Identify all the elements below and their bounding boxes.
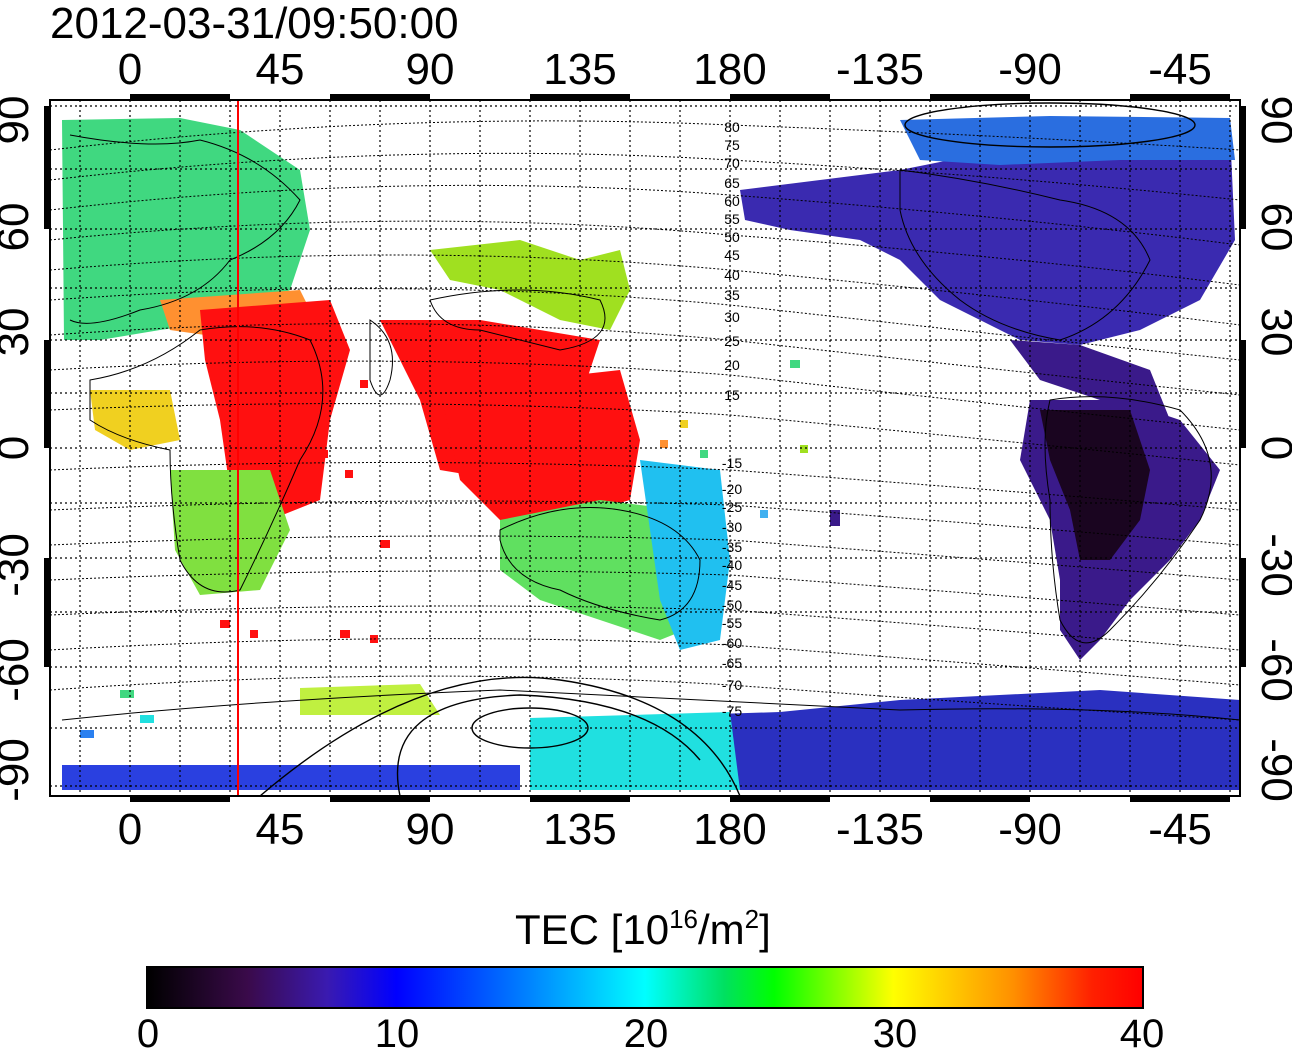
region-west-africa (90, 390, 180, 450)
region-indonesia-crest (440, 370, 640, 520)
colorbar-label: 40 (1119, 1012, 1165, 1056)
svg-text:30: 30 (724, 309, 740, 325)
top-x-tick: 180 (693, 45, 767, 94)
svg-text:-70: -70 (722, 677, 742, 693)
plot-title: 2012-03-31/09:50:00 (50, 0, 459, 48)
svg-text:65: 65 (724, 175, 740, 191)
tec-scatter-mixed (80, 360, 840, 738)
svg-text:70: 70 (724, 155, 740, 171)
bottom-x-tick: 90 (405, 805, 455, 854)
colorbar-title-suffix: ] (759, 906, 771, 953)
left-y-tick: -90 (0, 738, 38, 802)
polar-contours (259, 102, 1196, 796)
contour-labels-north: 80 75 70 65 60 55 50 45 40 35 30 25 20 1… (724, 119, 740, 403)
left-y-tick: 30 (0, 308, 38, 357)
region-antarctic-coast (62, 765, 520, 790)
svg-text:-15: -15 (722, 455, 742, 471)
right-y-tick: -30 (1252, 533, 1292, 597)
colorbar (146, 966, 1144, 1009)
top-x-tick: -135 (835, 45, 925, 94)
svg-text:25: 25 (724, 333, 740, 349)
region-tasman (640, 460, 730, 650)
colorbar-title-exponent: 16 (669, 904, 698, 934)
svg-text:35: 35 (724, 287, 740, 303)
svg-text:50: 50 (724, 229, 740, 245)
svg-text:15: 15 (724, 387, 740, 403)
left-y-tick: 60 (0, 203, 38, 252)
top-x-tick: -45 (1148, 45, 1212, 94)
left-y-tick: -30 (0, 533, 38, 597)
bottom-x-tick: -45 (1148, 805, 1212, 854)
svg-text:-50: -50 (722, 597, 742, 613)
svg-text:-65: -65 (722, 655, 742, 671)
right-y-tick: -90 (1252, 738, 1292, 802)
svg-text:-60: -60 (722, 635, 742, 651)
svg-text:55: 55 (724, 211, 740, 227)
coastlines (61, 134, 1240, 721)
top-x-tick: 45 (255, 45, 305, 94)
svg-text:45: 45 (724, 247, 740, 263)
svg-text:-75: -75 (722, 703, 742, 719)
colorbar-title-unit: /m (697, 906, 745, 953)
colorbar-title: TEC [1016/m2] (515, 906, 771, 953)
bottom-x-tick: 180 (693, 805, 767, 854)
svg-text:60: 60 (724, 193, 740, 209)
svg-text:-20: -20 (722, 481, 742, 497)
graticule (50, 100, 1240, 796)
region-africa-south (170, 470, 290, 595)
svg-text:-45: -45 (722, 577, 742, 593)
colorbar-label: 30 (872, 1012, 918, 1056)
bottom-x-tick: -135 (835, 805, 925, 854)
top-x-tick: 0 (117, 45, 143, 94)
region-arctic-north (900, 116, 1235, 165)
top-x-tick: 90 (405, 45, 455, 94)
left-y-tick: 90 (0, 96, 38, 145)
region-antarctic-west (530, 712, 740, 790)
svg-text:40: 40 (724, 267, 740, 283)
region-north-america (740, 130, 1235, 345)
right-y-tick: 90 (1252, 96, 1292, 145)
top-x-tick: 135 (543, 45, 617, 94)
svg-text:-55: -55 (722, 615, 742, 631)
left-y-tick: 0 (0, 436, 38, 460)
right-y-tick: 30 (1252, 308, 1292, 357)
top-x-tick: -90 (998, 45, 1062, 94)
bottom-x-tick: 135 (543, 805, 617, 854)
region-antarctic-green (300, 684, 440, 715)
svg-text:-25: -25 (722, 499, 742, 515)
magnetic-contours (50, 120, 1240, 721)
right-y-tick: -60 (1252, 638, 1292, 702)
svg-text:20: 20 (724, 357, 740, 373)
colorbar-label: 10 (374, 1012, 420, 1056)
colorbar-label: 0 (136, 1012, 160, 1056)
colorbar-label: 20 (623, 1012, 669, 1056)
bottom-x-tick: 0 (117, 805, 143, 854)
left-y-axis: 90 60 30 0 -30 -60 -90 (0, 96, 38, 802)
contour-labels-south: -15 -20 -25 -30 -35 -40 -45 -50 -55 -60 … (722, 455, 742, 719)
frame-tick-bars (44, 94, 1246, 802)
bottom-x-tick: 45 (255, 805, 305, 854)
bottom-x-tick: -90 (998, 805, 1062, 854)
svg-text:-30: -30 (722, 519, 742, 535)
tec-map: 90 60 30 0 -30 -60 -90 90 60 30 0 -30 -6… (0, 94, 1292, 802)
tec-data-regions (62, 116, 1240, 790)
right-y-tick: 60 (1252, 203, 1292, 252)
left-y-tick: -60 (0, 638, 38, 702)
right-y-tick: 0 (1252, 436, 1292, 460)
colorbar-title-exponent-2: 2 (744, 904, 760, 934)
svg-text:75: 75 (724, 137, 740, 153)
svg-text:80: 80 (724, 119, 740, 135)
region-south-america-core (1040, 410, 1150, 560)
svg-text:-40: -40 (722, 557, 742, 573)
colorbar-title-prefix: TEC [10 (515, 906, 670, 953)
svg-text:-35: -35 (722, 539, 742, 555)
right-y-axis: 90 60 30 0 -30 -60 -90 (1252, 96, 1292, 802)
